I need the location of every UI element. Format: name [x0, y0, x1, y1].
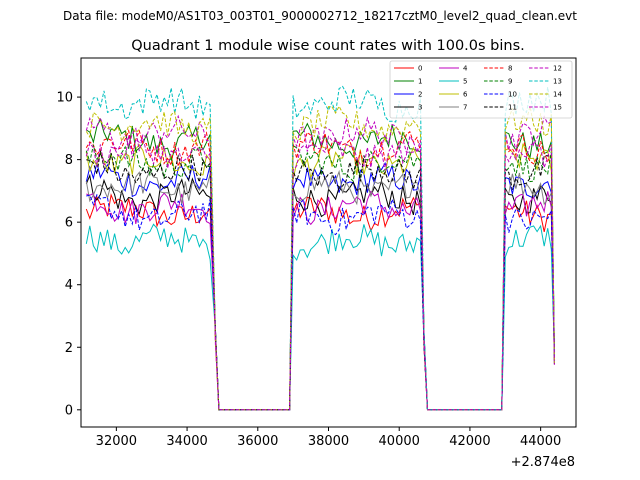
x-axis: 32000 34000 36000 38000 40000 42000 44000 [96, 427, 561, 449]
legend-label-0: 0 [418, 65, 422, 73]
y-tick-label: 4 [65, 278, 73, 293]
legend-label-10: 10 [508, 91, 517, 99]
y-tick-label: 8 [65, 153, 73, 168]
x-tick-label: 38000 [308, 434, 349, 449]
x-tick-label: 42000 [449, 434, 490, 449]
series-line-7 [85, 169, 555, 411]
legend-label-4: 4 [463, 65, 468, 73]
x-axis-offset-label: +2.874e8 [511, 455, 575, 470]
series-line-15 [85, 134, 555, 411]
x-tick-label: 34000 [166, 434, 207, 449]
legend-label-15: 15 [553, 104, 562, 112]
y-tick-label: 2 [65, 341, 73, 356]
legend-label-8: 8 [508, 65, 512, 73]
x-tick-label: 44000 [520, 434, 561, 449]
series-line-11 [86, 150, 555, 411]
series-line-13 [85, 85, 555, 411]
legend-frame [389, 60, 573, 119]
legend-label-12: 12 [553, 65, 562, 73]
legend-label-7: 7 [463, 104, 467, 112]
legend-label-1: 1 [418, 78, 422, 86]
series-line-10 [86, 193, 555, 411]
series-line-5 [85, 223, 555, 411]
legend-label-6: 6 [463, 91, 468, 99]
legend-label-13: 13 [553, 78, 562, 86]
x-tick-label: 40000 [379, 434, 420, 449]
legend-label-9: 9 [508, 78, 512, 86]
x-tick-label: 32000 [96, 434, 137, 449]
series-line-1 [86, 118, 555, 411]
legend-label-3: 3 [418, 104, 422, 112]
figure-suptitle: Data file: modeM0/AS1T03_003T01_90000027… [63, 9, 577, 23]
legend-label-11: 11 [508, 104, 517, 112]
y-tick-label: 0 [65, 403, 73, 418]
series-line-9 [85, 144, 555, 411]
series-line-3 [85, 173, 555, 411]
y-tick-label: 10 [56, 91, 73, 106]
x-tick-label: 36000 [237, 434, 278, 449]
legend-label-5: 5 [463, 78, 467, 86]
legend-label-2: 2 [418, 91, 422, 99]
y-axis: 0 2 4 6 8 10 [56, 91, 81, 418]
y-tick-label: 6 [65, 216, 73, 231]
legend-label-14: 14 [553, 91, 562, 99]
series-layer [85, 85, 555, 411]
chart-title: Quadrant 1 module wise count rates with … [131, 38, 525, 54]
